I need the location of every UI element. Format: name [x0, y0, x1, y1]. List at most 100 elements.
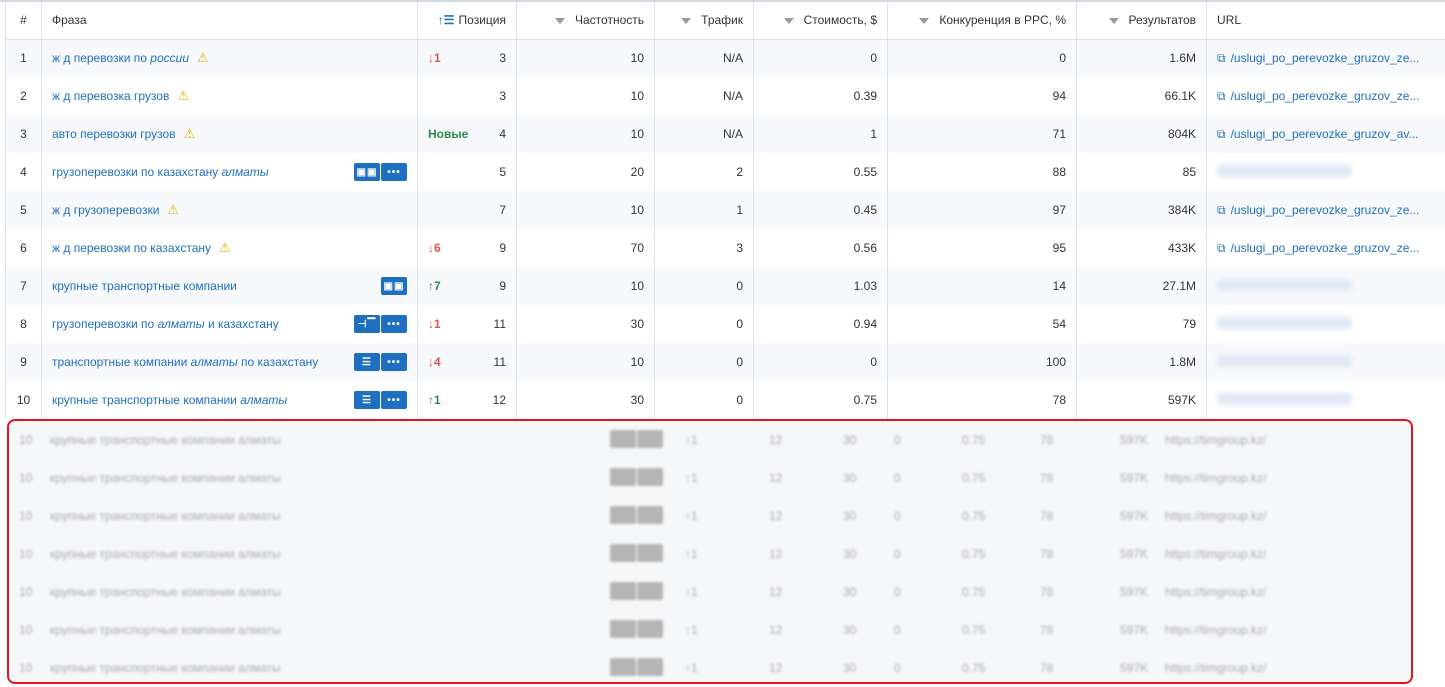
- serp-list-button[interactable]: ☰: [354, 391, 380, 409]
- col-results[interactable]: Результатов: [1076, 2, 1207, 40]
- serp-images-button[interactable]: ▣▣: [354, 163, 380, 181]
- traffic: N/A: [654, 115, 754, 153]
- url-link[interactable]: ⧉/uslugi_po_perevozke_gruzov_ze...: [1217, 88, 1420, 103]
- col-phrase[interactable]: Фраза: [41, 2, 418, 40]
- row-number: 6: [5, 229, 42, 267]
- row-number: 7: [5, 267, 42, 305]
- phrase-link[interactable]: ж д перевозки по казахстану: [52, 241, 212, 255]
- url-link[interactable]: ⧉/uslugi_po_perevozke_gruzov_av...: [1217, 126, 1419, 141]
- traffic: 0: [654, 381, 754, 419]
- external-link-icon: ⧉: [1217, 202, 1226, 217]
- position: 11: [493, 355, 506, 369]
- position: 11: [493, 317, 506, 331]
- results: 597K: [1076, 381, 1207, 419]
- col-position[interactable]: ↑☰ Позиция: [417, 2, 517, 40]
- more-icon: [637, 658, 663, 676]
- position: 4: [499, 127, 506, 141]
- blurred-row: 10 крупные транспортные компании алматы ↑…: [7, 420, 1412, 458]
- cost: 0.56: [753, 229, 888, 267]
- phrase-link[interactable]: авто перевозки грузов: [52, 127, 176, 141]
- serp-more-button[interactable]: •••: [381, 163, 407, 181]
- images-icon: ▣▣: [356, 166, 378, 178]
- col-competition[interactable]: Конкуренция в PPC, %: [887, 2, 1077, 40]
- warning-icon: ⚠: [177, 88, 190, 103]
- frequency: 10: [516, 191, 655, 229]
- cost: 0: [753, 39, 888, 77]
- results: 27.1M: [1076, 267, 1207, 305]
- list-icon: ☰: [362, 356, 372, 368]
- url-link[interactable]: ⧉/uslugi_po_perevozke_gruzov_ze...: [1217, 240, 1420, 255]
- keywords-table: # Фраза ↑☰ Позиция Частотность Трафик Сто…: [5, 2, 1445, 419]
- results: 384K: [1076, 191, 1207, 229]
- col-traffic[interactable]: Трафик: [654, 2, 754, 40]
- position: 12: [492, 393, 506, 407]
- results: 85: [1076, 153, 1207, 191]
- external-link-icon: ⧉: [1217, 88, 1226, 103]
- external-link-icon: ⧉: [1217, 126, 1226, 141]
- frequency: 10: [516, 39, 655, 77]
- results: 433K: [1076, 229, 1207, 267]
- more-icon: [637, 582, 663, 600]
- blurred-url: [1217, 278, 1352, 291]
- position: 7: [499, 203, 506, 217]
- position-change: ↓6: [428, 241, 441, 255]
- sitelinks-icon: ⊣▔: [357, 318, 377, 330]
- row-number: 1: [5, 39, 42, 77]
- row-number: 8: [5, 305, 42, 343]
- url-link[interactable]: ⧉/uslugi_po_perevozke_gruzov_ze...: [1217, 50, 1420, 65]
- traffic: 0: [654, 267, 754, 305]
- phrase-link[interactable]: транспортные компании алматы по казахста…: [52, 355, 319, 369]
- position-change: Новые: [428, 127, 469, 141]
- serp-more-button[interactable]: •••: [381, 315, 407, 333]
- row-number: 10: [5, 381, 42, 419]
- traffic: 3: [654, 229, 754, 267]
- traffic: N/A: [654, 39, 754, 77]
- table-row: 7 крупные транспортные компании ▣▣ ↑7 9 10…: [5, 267, 1445, 305]
- blurred-row: 10 крупные транспортные компании алматы ↑…: [7, 610, 1412, 648]
- list-icon: [610, 582, 636, 600]
- phrase-link[interactable]: ж д грузоперевозки: [52, 203, 160, 217]
- url-link[interactable]: ⧉/uslugi_po_perevozke_gruzov_ze...: [1217, 202, 1420, 217]
- serp-more-button[interactable]: •••: [381, 391, 407, 409]
- competition: 88: [887, 153, 1077, 191]
- blurred-row: 10 крупные транспортные компании алматы ↑…: [7, 648, 1412, 683]
- cost: 0.75: [753, 381, 888, 419]
- table-row: 9 транспортные компании алматы по казахс…: [5, 343, 1445, 381]
- phrase-link[interactable]: крупные транспортные компании: [52, 279, 237, 293]
- blurred-url: [1217, 354, 1352, 367]
- competition: 97: [887, 191, 1077, 229]
- col-frequency[interactable]: Частотность: [516, 2, 655, 40]
- competition: 94: [887, 77, 1077, 115]
- competition: 0: [887, 39, 1077, 77]
- list-icon: [610, 430, 636, 448]
- warning-icon: ⚠: [197, 50, 209, 66]
- col-cost[interactable]: Стоимость, $: [753, 2, 888, 40]
- blurred-row: 10 крупные транспортные компании алматы ↑…: [7, 496, 1412, 534]
- competition: 100: [887, 343, 1077, 381]
- phrase-link[interactable]: грузоперевозки по казахстану алматы: [52, 165, 269, 179]
- position-change: ↓1: [428, 51, 441, 66]
- frequency: 70: [516, 229, 655, 267]
- serp-more-button[interactable]: •••: [381, 353, 407, 371]
- cost: 0.39: [753, 77, 888, 115]
- phrase-link[interactable]: ж д перевозки по россии: [52, 51, 189, 66]
- table-row: 8 грузоперевозки по алматы и казахстану ⊣…: [5, 305, 1445, 343]
- phrase-link[interactable]: ж д перевозка грузов: [52, 89, 170, 103]
- blurred-row: 10 крупные транспортные компании алматы ↑…: [7, 572, 1412, 610]
- frequency: 10: [516, 343, 655, 381]
- sort-icon: [783, 18, 794, 25]
- more-icon: •••: [387, 166, 401, 178]
- more-icon: [637, 430, 663, 448]
- traffic: 2: [654, 153, 754, 191]
- serp-list-button[interactable]: ☰: [354, 353, 380, 371]
- blurred-url: [1217, 392, 1352, 405]
- competition: 14: [887, 267, 1077, 305]
- cost: 0.45: [753, 191, 888, 229]
- phrase-link[interactable]: крупные транспортные компании алматы: [52, 393, 288, 407]
- serp-sitelinks-button[interactable]: ⊣▔: [354, 315, 380, 333]
- phrase-link[interactable]: грузоперевозки по алматы и казахстану: [52, 317, 279, 331]
- position: 9: [499, 279, 506, 293]
- more-icon: •••: [387, 394, 401, 406]
- serp-images-button[interactable]: ▣▣: [381, 277, 407, 295]
- row-number: 4: [5, 153, 42, 191]
